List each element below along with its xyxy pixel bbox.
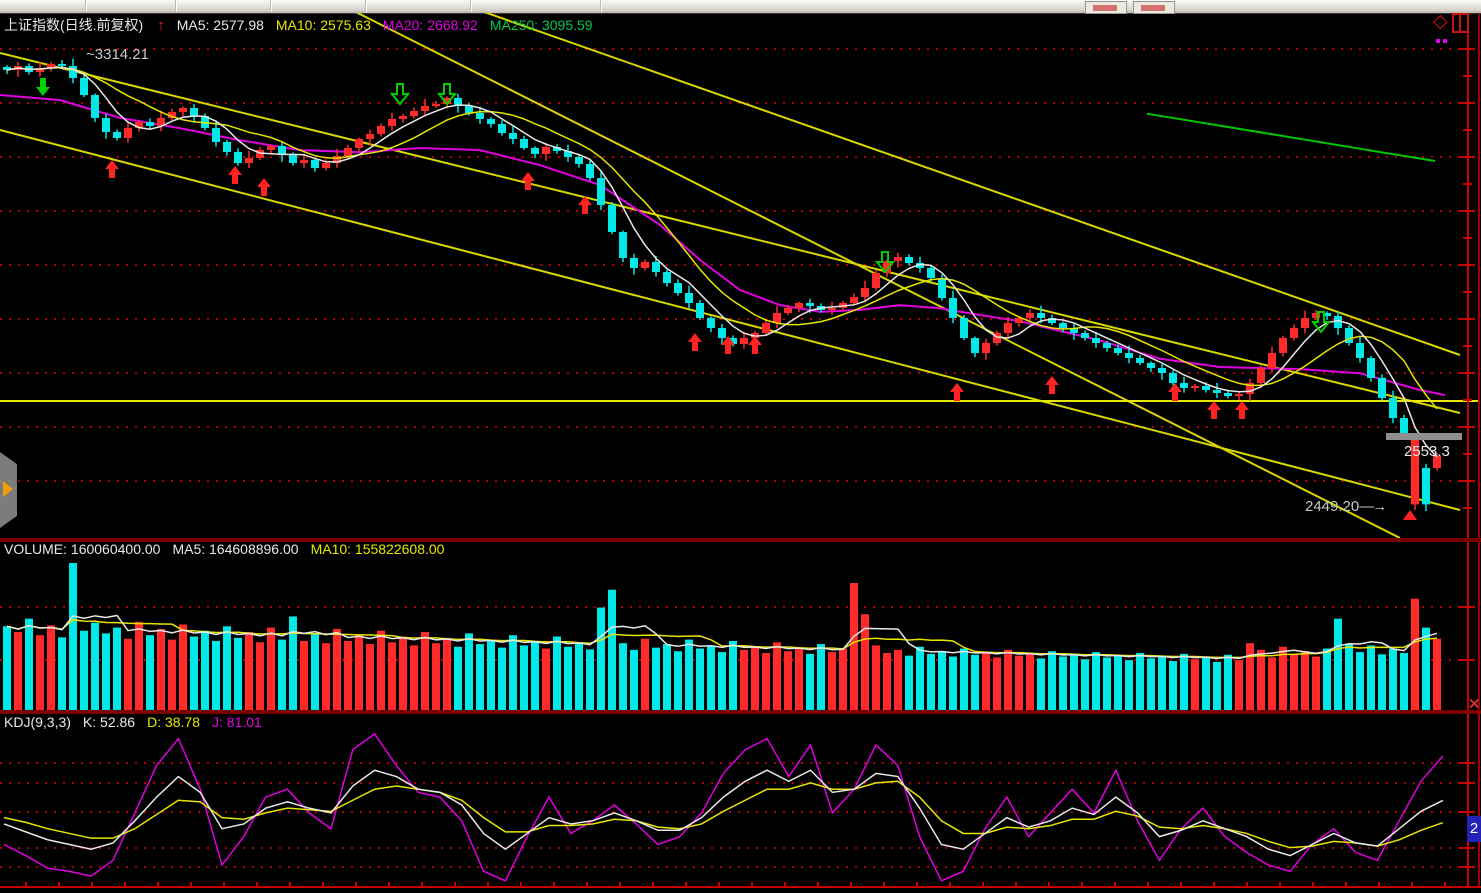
toolbar-separator xyxy=(175,0,177,12)
sidebar-expand-handle[interactable] xyxy=(0,452,17,528)
magenta-dot xyxy=(1443,39,1447,43)
toolbar-separator xyxy=(600,0,602,12)
trendlines-layer xyxy=(0,13,1479,539)
magenta-dot xyxy=(1436,39,1440,43)
ma5-line xyxy=(6,66,1438,458)
volume-ma5-line xyxy=(6,614,1438,660)
kdj-header: KDJ(9,3,3) K: 52.86 D: 38.78 J: 81.01 xyxy=(4,714,274,730)
volume-right-axis xyxy=(0,540,1481,712)
symbol-title: 上证指数(日线.前复权) xyxy=(4,17,144,33)
toolbar-separator xyxy=(365,0,367,12)
signal-up-arrow-icon: ↑ xyxy=(157,17,165,34)
volume-ma10-line xyxy=(6,618,1438,659)
toolbar-sliver[interactable] xyxy=(0,0,1481,14)
time-axis xyxy=(0,882,1481,888)
main-chart-header: 上证指数(日线.前复权) ↑ MA5: 2577.98 MA10: 2575.63 MA… xyxy=(4,15,605,35)
last-price-bar xyxy=(1386,433,1462,440)
ma20-line xyxy=(0,93,1446,397)
split-window-icon[interactable] xyxy=(1452,13,1469,33)
kdj-k-line xyxy=(3,769,1444,857)
kdj-d-value: D: 38.78 xyxy=(147,714,201,730)
toolbar-separator xyxy=(270,0,272,12)
main-right-axis xyxy=(0,13,1481,540)
ma5-value[interactable]: MA5: 2577.98 xyxy=(176,17,264,33)
ma250-value[interactable]: MA250: 3095.59 xyxy=(489,17,593,33)
volume-canvas[interactable] xyxy=(0,540,1481,712)
kdj-canvas[interactable] xyxy=(0,712,1481,893)
last-price-label: 2553.3 xyxy=(1404,443,1450,460)
toolbar-separator xyxy=(85,0,87,12)
high-price-label: ~3314.21 xyxy=(86,46,149,63)
volume-value[interactable]: VOLUME: 160060400.00 xyxy=(4,541,161,557)
grid-layer xyxy=(0,48,1468,482)
signal-markers-layer xyxy=(36,78,1417,520)
kdj-j-line xyxy=(3,732,1444,882)
toolbar-separator xyxy=(470,0,472,12)
ma20-value[interactable]: MA20: 2668.92 xyxy=(382,17,478,33)
main-chart-canvas[interactable] xyxy=(0,13,1481,540)
ma250-line xyxy=(1146,112,1436,163)
volume-bars-layer xyxy=(3,563,1441,710)
diamond-icon[interactable]: ◇ xyxy=(1433,11,1448,32)
ma10-value[interactable]: MA10: 2575.63 xyxy=(275,17,371,33)
expand-triangle-icon xyxy=(3,481,13,497)
kdj-right-axis xyxy=(0,712,1481,888)
volume-header: VOLUME: 160060400.00 MA5: 164608896.00 MA1… xyxy=(4,541,456,557)
kdj-name[interactable]: KDJ(9,3,3) xyxy=(4,714,71,730)
page-badge[interactable]: 2 xyxy=(1467,816,1481,842)
ma10-line xyxy=(6,66,1438,410)
volume-ma5-value[interactable]: MA5: 164608896.00 xyxy=(172,541,299,557)
toolbar-red-button[interactable] xyxy=(1085,1,1127,14)
volume-grid-layer xyxy=(0,606,1468,661)
candles-layer xyxy=(3,58,1441,512)
low-arrow-icon: —→ xyxy=(1359,498,1387,515)
kdj-j-value: J: 81.01 xyxy=(212,714,262,730)
volume-ma10-value[interactable]: MA10: 155822608.00 xyxy=(310,541,445,557)
kdj-d-line xyxy=(3,780,1444,849)
close-icon[interactable]: ✕ xyxy=(1468,696,1481,713)
kdj-grid-layer xyxy=(0,762,1468,868)
toolbar-red-button[interactable] xyxy=(1133,1,1175,14)
low-price-label: 2449.20—→ xyxy=(1305,498,1387,515)
kdj-k-value: K: 52.86 xyxy=(82,714,136,730)
